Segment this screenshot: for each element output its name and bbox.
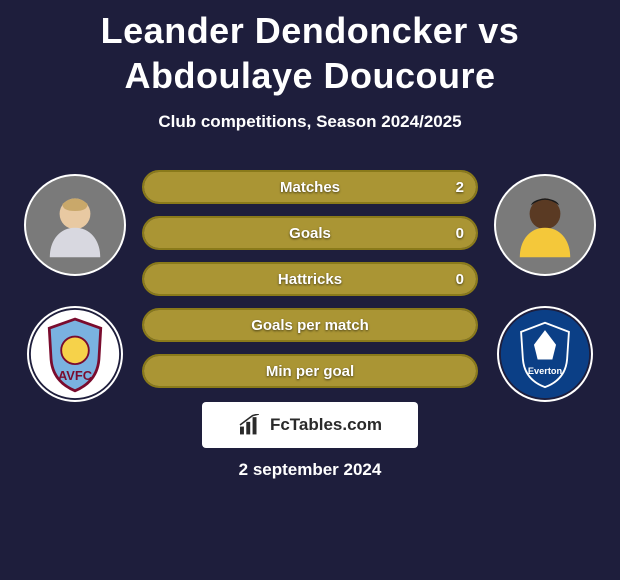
player-right-column: Everton: [490, 168, 600, 402]
stat-right-value: 0: [456, 271, 464, 288]
stat-bar: Goals 0: [142, 216, 478, 250]
stat-bar: Min per goal: [142, 354, 478, 388]
brand-logo: FcTables.com: [202, 402, 418, 448]
stat-bar: Goals per match: [142, 308, 478, 342]
shield-icon: Everton: [499, 308, 591, 400]
svg-text:AVFC: AVFC: [58, 368, 92, 383]
svg-text:Everton: Everton: [528, 366, 563, 376]
stat-label: Hattricks: [278, 271, 342, 288]
stat-right-value: 2: [456, 179, 464, 196]
stats-area: AVFC Matches 2 Goals 0 Hattricks 0 Goals per m…: [0, 168, 620, 402]
stat-bar: Hattricks 0: [142, 262, 478, 296]
stat-label: Matches: [280, 179, 340, 196]
player-left-column: AVFC: [20, 168, 130, 402]
stat-label: Goals per match: [251, 317, 369, 334]
player-right-avatar: [494, 174, 596, 276]
club-left-badge: AVFC: [27, 306, 123, 402]
person-icon: [40, 190, 110, 260]
stat-label: Goals: [289, 225, 331, 242]
footer-date: 2 september 2024: [0, 460, 620, 480]
brand-text: FcTables.com: [270, 415, 382, 435]
stat-bars: Matches 2 Goals 0 Hattricks 0 Goals per match M…: [130, 168, 490, 388]
person-icon: [510, 190, 580, 260]
shield-icon: AVFC: [29, 308, 121, 400]
bar-chart-icon: [238, 414, 264, 436]
club-right-badge: Everton: [497, 306, 593, 402]
stat-right-value: 0: [456, 225, 464, 242]
subtitle: Club competitions, Season 2024/2025: [0, 112, 620, 132]
stat-bar: Matches 2: [142, 170, 478, 204]
stat-label: Min per goal: [266, 363, 354, 380]
page-title: Leander Dendoncker vs Abdoulaye Doucoure: [0, 0, 620, 98]
player-left-avatar: [24, 174, 126, 276]
